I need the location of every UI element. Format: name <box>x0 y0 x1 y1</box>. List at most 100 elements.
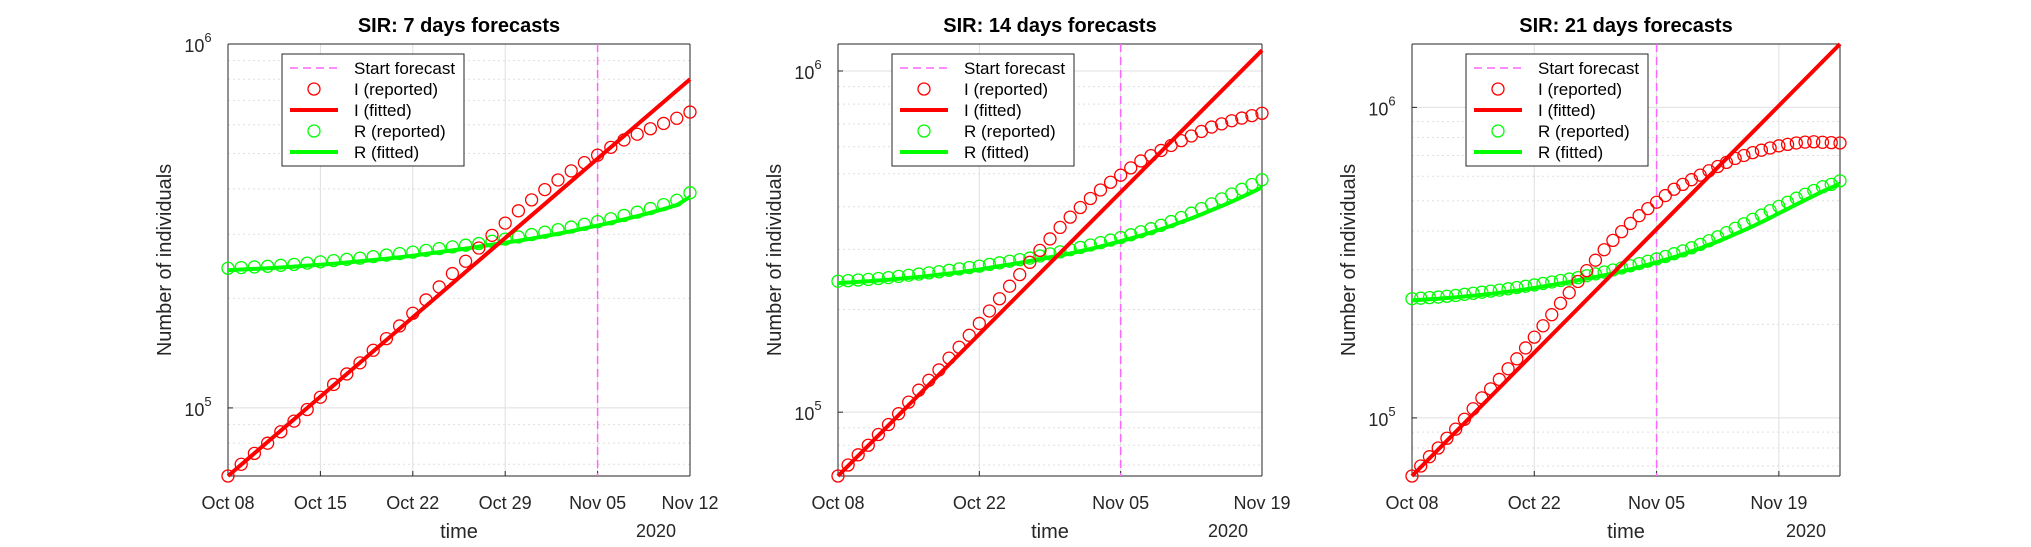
r-reported-point <box>1518 279 1533 293</box>
r-reported-point <box>1667 247 1681 261</box>
i-reported-point <box>972 316 986 331</box>
i-reported-point <box>1023 255 1037 269</box>
r-reported-point <box>1475 285 1489 299</box>
r-reported-point <box>274 258 288 272</box>
i-reported-point <box>1536 319 1550 333</box>
r-reported-point <box>1002 254 1017 268</box>
legend-label: I (reported) <box>1538 80 1622 99</box>
i-reported-point <box>1623 216 1638 231</box>
i-reported-point <box>247 446 262 461</box>
i-reported-point <box>1466 402 1480 416</box>
r-reported-point <box>353 251 367 265</box>
legend-label: R (reported) <box>354 122 446 141</box>
i-reported-point <box>1510 352 1524 366</box>
r-reported-point <box>1483 284 1498 298</box>
i-reported-point <box>1124 161 1138 175</box>
i-reported-point <box>432 280 446 294</box>
i-reported-point <box>538 182 552 197</box>
year-label: 2020 <box>1208 521 1248 541</box>
legend-swatch-marker <box>1491 124 1505 138</box>
r-reported-point <box>1545 275 1559 289</box>
r-reported-point <box>912 267 926 281</box>
i-reported-point <box>485 228 499 242</box>
i-reported-point <box>379 332 394 346</box>
r-reported-point <box>1114 230 1128 245</box>
r-reported-point <box>982 257 997 272</box>
r-reported-point <box>952 262 966 276</box>
y-axis-label: Number of individuals <box>154 164 176 356</box>
r-reported-point <box>260 259 275 273</box>
i-reported-point <box>1475 391 1489 405</box>
y-axis-label: Number of individuals <box>1338 164 1360 356</box>
i-reported-point <box>274 425 288 439</box>
chart-panel-3: Oct 08 Oct 22 Nov 05 Nov 192020105106timeNu… <box>1338 15 1847 543</box>
y-tick-base: 10 <box>1368 410 1388 430</box>
i-reported-point <box>1553 296 1568 310</box>
i-reported-point <box>891 407 906 421</box>
r-reported-point <box>1789 191 1803 205</box>
y-tick-exponent: 5 <box>814 398 821 413</box>
i-reported-point <box>1728 151 1742 166</box>
i-reported-point <box>1483 382 1498 396</box>
r-reported-point <box>340 252 354 267</box>
r-reported-point <box>881 270 896 285</box>
i-reported-point <box>1824 135 1838 150</box>
i-reported-point <box>831 469 845 483</box>
chart-panel-2: Oct 08 Oct 22 Nov 05 Nov 192020105106timeNu… <box>764 15 1291 543</box>
i-reported-point <box>551 173 565 187</box>
r-reported-point <box>1405 292 1419 306</box>
r-reported-point <box>932 265 946 279</box>
i-reported-point <box>340 367 354 381</box>
r-reported-point <box>962 260 976 275</box>
r-reported-point <box>472 236 486 251</box>
y-tick-base: 10 <box>1368 99 1388 119</box>
r-reported-point <box>1702 234 1716 248</box>
x-tick-label: Nov 12 <box>661 493 718 513</box>
r-reported-point <box>1815 180 1830 194</box>
y-axis-label: Number of individuals <box>764 164 786 356</box>
x-tick-label: Oct 22 <box>953 493 1006 513</box>
i-reported-point <box>1649 195 1664 209</box>
i-reported-point <box>1053 220 1067 235</box>
i-reported-point <box>1807 135 1821 149</box>
i-reported-point <box>1422 450 1437 464</box>
r-reported-point <box>670 193 684 207</box>
i-reported-point <box>1711 159 1725 174</box>
r-reported-point <box>1449 288 1463 303</box>
r-reported-point <box>1033 249 1047 263</box>
r-reported-point <box>617 208 631 223</box>
r-reported-point <box>379 248 394 262</box>
legend-label: I (fitted) <box>964 101 1022 120</box>
i-reported-point <box>1746 145 1760 160</box>
x-tick-label: Oct 08 <box>811 493 864 513</box>
r-reported-point <box>590 214 605 229</box>
r-reported-point <box>1763 203 1777 218</box>
i-reported-point <box>1073 200 1087 215</box>
x-tick-label: Nov 19 <box>1233 493 1290 513</box>
r-reported-point <box>1623 259 1638 273</box>
i-reported-point <box>458 254 473 268</box>
i-reported-point <box>922 373 936 387</box>
year-label: 2020 <box>1786 521 1826 541</box>
legend: Start forecast I (reported) I (fitted) R (r… <box>1465 53 1649 167</box>
legend-label: R (reported) <box>1538 122 1630 141</box>
i-reported-point <box>406 306 420 320</box>
y-tick-base: 10 <box>184 400 204 420</box>
r-reported-point <box>1414 291 1428 305</box>
i-reported-point <box>260 436 275 450</box>
i-reported-point <box>1527 330 1541 344</box>
i-reported-point <box>1606 233 1620 248</box>
x-tick-label: Oct 22 <box>386 493 439 513</box>
legend-label: R (fitted) <box>354 143 419 162</box>
i-reported-point <box>1702 164 1716 178</box>
i-reported-point <box>1501 362 1515 376</box>
i-reported-point <box>524 193 539 207</box>
i-reported-point <box>1772 139 1786 153</box>
i-fitted-line <box>836 48 1264 478</box>
chart-title: SIR: 21 days forecasts <box>1519 15 1732 37</box>
r-fitted-line <box>837 185 1263 286</box>
r-reported-point <box>1693 237 1707 252</box>
r-reported-point <box>511 230 526 244</box>
r-reported-point <box>1093 235 1108 250</box>
x-tick-label: Oct 29 <box>479 493 532 513</box>
